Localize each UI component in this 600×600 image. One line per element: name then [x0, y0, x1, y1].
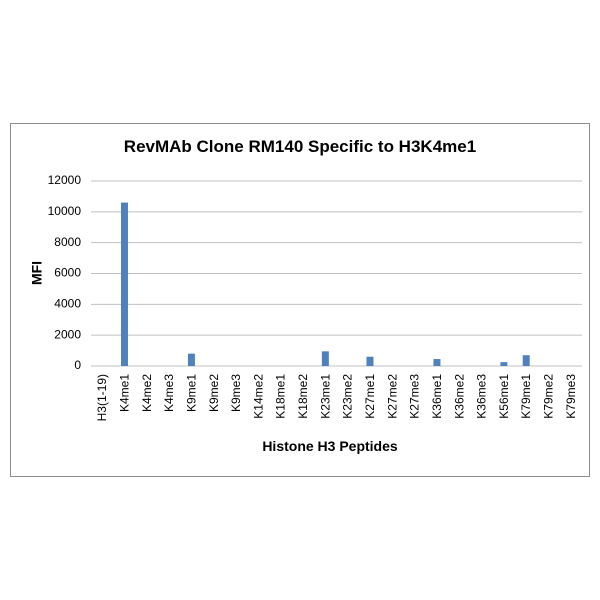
bar: [500, 362, 508, 366]
x-tick-label: K79me1: [519, 374, 533, 419]
x-tick-label: K14me2: [251, 374, 265, 419]
x-tick-label: K23me2: [341, 374, 355, 419]
chart-frame: [10, 123, 590, 477]
bar: [522, 355, 530, 366]
x-tick-label: K79me3: [564, 374, 578, 419]
x-tick-label: K9me2: [207, 374, 221, 412]
x-tick-label: K27me3: [408, 374, 422, 419]
y-tick-label: 0: [74, 358, 81, 372]
bar: [366, 356, 374, 366]
y-tick-label: 12000: [48, 173, 82, 187]
bar: [433, 359, 441, 366]
x-tick-label: K36me3: [475, 374, 489, 419]
x-tick-label: K18me2: [296, 374, 310, 419]
x-tick-label: K4me1: [117, 374, 131, 412]
y-tick-label: 10000: [48, 204, 82, 218]
x-tick-label: K27me2: [385, 374, 399, 419]
x-tick-label: K56me1: [497, 374, 511, 419]
bar: [321, 351, 329, 366]
x-tick-label: K4me2: [140, 374, 154, 412]
x-axis-title: Histone H3 Peptides: [262, 438, 398, 454]
y-tick-label: 6000: [54, 266, 81, 280]
chart-title: RevMAb Clone RM140 Specific to H3K4me1: [124, 137, 476, 156]
bar: [120, 202, 128, 366]
x-tick-label: K4me3: [162, 374, 176, 412]
x-tick-label: K79me2: [542, 374, 556, 419]
x-tick-label: K9me1: [184, 374, 198, 412]
y-tick-label: 4000: [54, 297, 81, 311]
y-tick-label: 2000: [54, 327, 81, 341]
x-tick-label: K27me1: [363, 374, 377, 419]
y-axis-title: MFI: [29, 261, 45, 285]
x-tick-label: K36me1: [430, 374, 444, 419]
x-tick-label: H3(1-19): [95, 374, 109, 421]
x-tick-label: K18me1: [274, 374, 288, 419]
y-tick-label: 8000: [54, 235, 81, 249]
x-tick-label: K23me1: [318, 374, 332, 419]
x-tick-label: K9me3: [229, 374, 243, 412]
x-tick-label: K36me2: [452, 374, 466, 419]
bar: [187, 353, 195, 366]
